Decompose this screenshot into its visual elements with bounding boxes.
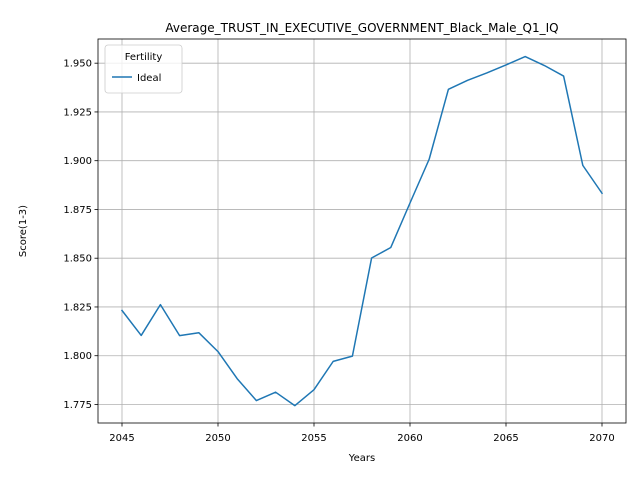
chart-title: Average_TRUST_IN_EXECUTIVE_GOVERNMENT_Bl… <box>165 21 558 35</box>
x-tick-label: 2060 <box>397 433 422 444</box>
series-layer <box>120 55 604 407</box>
y-tick-label: 1.950 <box>63 59 92 70</box>
y-tick-label: 1.925 <box>63 107 92 118</box>
legend-title: Fertility <box>125 52 163 63</box>
y-tick-label: 1.775 <box>63 400 92 411</box>
legend-box <box>104 44 183 94</box>
x-tick-label: 2055 <box>301 433 326 444</box>
y-tick-label: 1.825 <box>63 302 92 313</box>
y-axis-label: Score(1-3) <box>18 205 29 257</box>
y-tick-label: 1.900 <box>63 156 92 167</box>
legend-label: Ideal <box>137 73 161 84</box>
series-line <box>120 55 604 407</box>
y-tick-label: 1.875 <box>63 205 92 216</box>
x-tick-label: 2070 <box>589 433 614 444</box>
y-tick-label: 1.850 <box>63 254 92 265</box>
x-tick-label: 2065 <box>493 433 518 444</box>
x-tick-label: 2045 <box>109 433 134 444</box>
x-tick-label: 2050 <box>205 433 230 444</box>
tick-layer: 2045 2050 2055 2060 2065 2070 1.775 1.800 1.825 1… <box>63 59 614 444</box>
plot-frame <box>97 38 627 424</box>
y-tick-label: 1.800 <box>63 351 92 362</box>
legend: Fertility Ideal <box>104 44 183 94</box>
x-axis-label: Years <box>348 453 375 464</box>
